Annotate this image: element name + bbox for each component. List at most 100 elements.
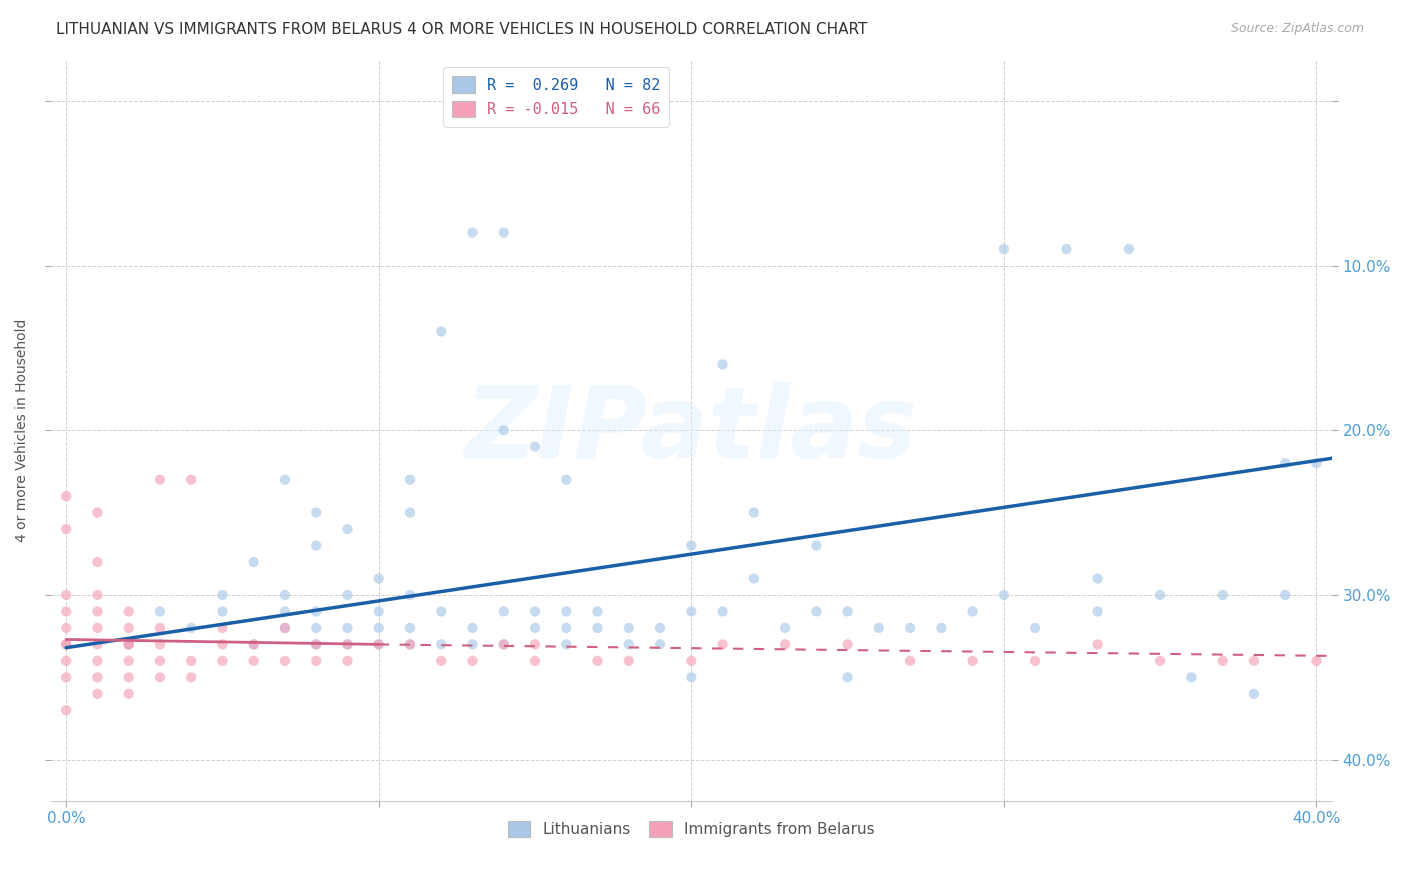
Point	[742, 506, 765, 520]
Point	[962, 604, 984, 618]
Point	[617, 637, 640, 651]
Point	[1305, 456, 1327, 470]
Point	[806, 604, 828, 618]
Point	[305, 621, 328, 635]
Point	[242, 654, 264, 668]
Point	[367, 637, 389, 651]
Point	[274, 654, 297, 668]
Point	[461, 654, 484, 668]
Point	[1274, 588, 1296, 602]
Point	[1087, 572, 1109, 586]
Point	[711, 357, 734, 371]
Point	[1243, 654, 1265, 668]
Point	[1149, 588, 1171, 602]
Point	[399, 473, 422, 487]
Point	[837, 670, 859, 684]
Point	[274, 473, 297, 487]
Point	[742, 572, 765, 586]
Point	[1087, 637, 1109, 651]
Point	[430, 604, 453, 618]
Point	[211, 588, 233, 602]
Point	[118, 670, 141, 684]
Point	[149, 604, 172, 618]
Point	[773, 621, 796, 635]
Point	[86, 555, 108, 569]
Point	[336, 654, 359, 668]
Point	[118, 621, 141, 635]
Point	[1212, 588, 1234, 602]
Point	[305, 637, 328, 651]
Point	[492, 604, 515, 618]
Point	[211, 637, 233, 651]
Point	[1118, 242, 1140, 256]
Point	[524, 440, 547, 454]
Point	[524, 637, 547, 651]
Point	[1024, 621, 1046, 635]
Point	[962, 654, 984, 668]
Point	[274, 588, 297, 602]
Point	[55, 489, 77, 503]
Point	[55, 621, 77, 635]
Point	[586, 654, 609, 668]
Point	[180, 654, 202, 668]
Point	[399, 637, 422, 651]
Point	[211, 604, 233, 618]
Point	[149, 637, 172, 651]
Point	[242, 555, 264, 569]
Point	[1024, 654, 1046, 668]
Legend: Lithuanians, Immigrants from Belarus: Lithuanians, Immigrants from Belarus	[501, 814, 883, 845]
Point	[242, 637, 264, 651]
Point	[586, 621, 609, 635]
Point	[430, 637, 453, 651]
Point	[149, 670, 172, 684]
Point	[118, 604, 141, 618]
Point	[555, 621, 578, 635]
Point	[524, 654, 547, 668]
Point	[993, 242, 1015, 256]
Point	[586, 604, 609, 618]
Point	[367, 637, 389, 651]
Point	[274, 621, 297, 635]
Point	[55, 522, 77, 536]
Point	[430, 325, 453, 339]
Point	[681, 539, 703, 553]
Point	[681, 654, 703, 668]
Point	[931, 621, 953, 635]
Point	[993, 588, 1015, 602]
Point	[461, 637, 484, 651]
Point	[55, 670, 77, 684]
Point	[305, 539, 328, 553]
Point	[461, 621, 484, 635]
Point	[430, 654, 453, 668]
Point	[336, 637, 359, 651]
Point	[773, 637, 796, 651]
Point	[305, 604, 328, 618]
Point	[149, 654, 172, 668]
Point	[86, 687, 108, 701]
Point	[617, 621, 640, 635]
Point	[336, 621, 359, 635]
Point	[898, 621, 921, 635]
Point	[492, 423, 515, 437]
Point	[367, 572, 389, 586]
Point	[55, 703, 77, 717]
Point	[118, 637, 141, 651]
Point	[1274, 456, 1296, 470]
Point	[336, 522, 359, 536]
Point	[617, 654, 640, 668]
Y-axis label: 4 or more Vehicles in Household: 4 or more Vehicles in Household	[15, 318, 30, 542]
Point	[118, 687, 141, 701]
Point	[149, 473, 172, 487]
Point	[1243, 687, 1265, 701]
Point	[461, 226, 484, 240]
Point	[367, 604, 389, 618]
Point	[211, 654, 233, 668]
Point	[1180, 670, 1202, 684]
Point	[305, 506, 328, 520]
Point	[274, 604, 297, 618]
Point	[55, 604, 77, 618]
Point	[837, 604, 859, 618]
Point	[1149, 654, 1171, 668]
Point	[305, 654, 328, 668]
Point	[1054, 242, 1077, 256]
